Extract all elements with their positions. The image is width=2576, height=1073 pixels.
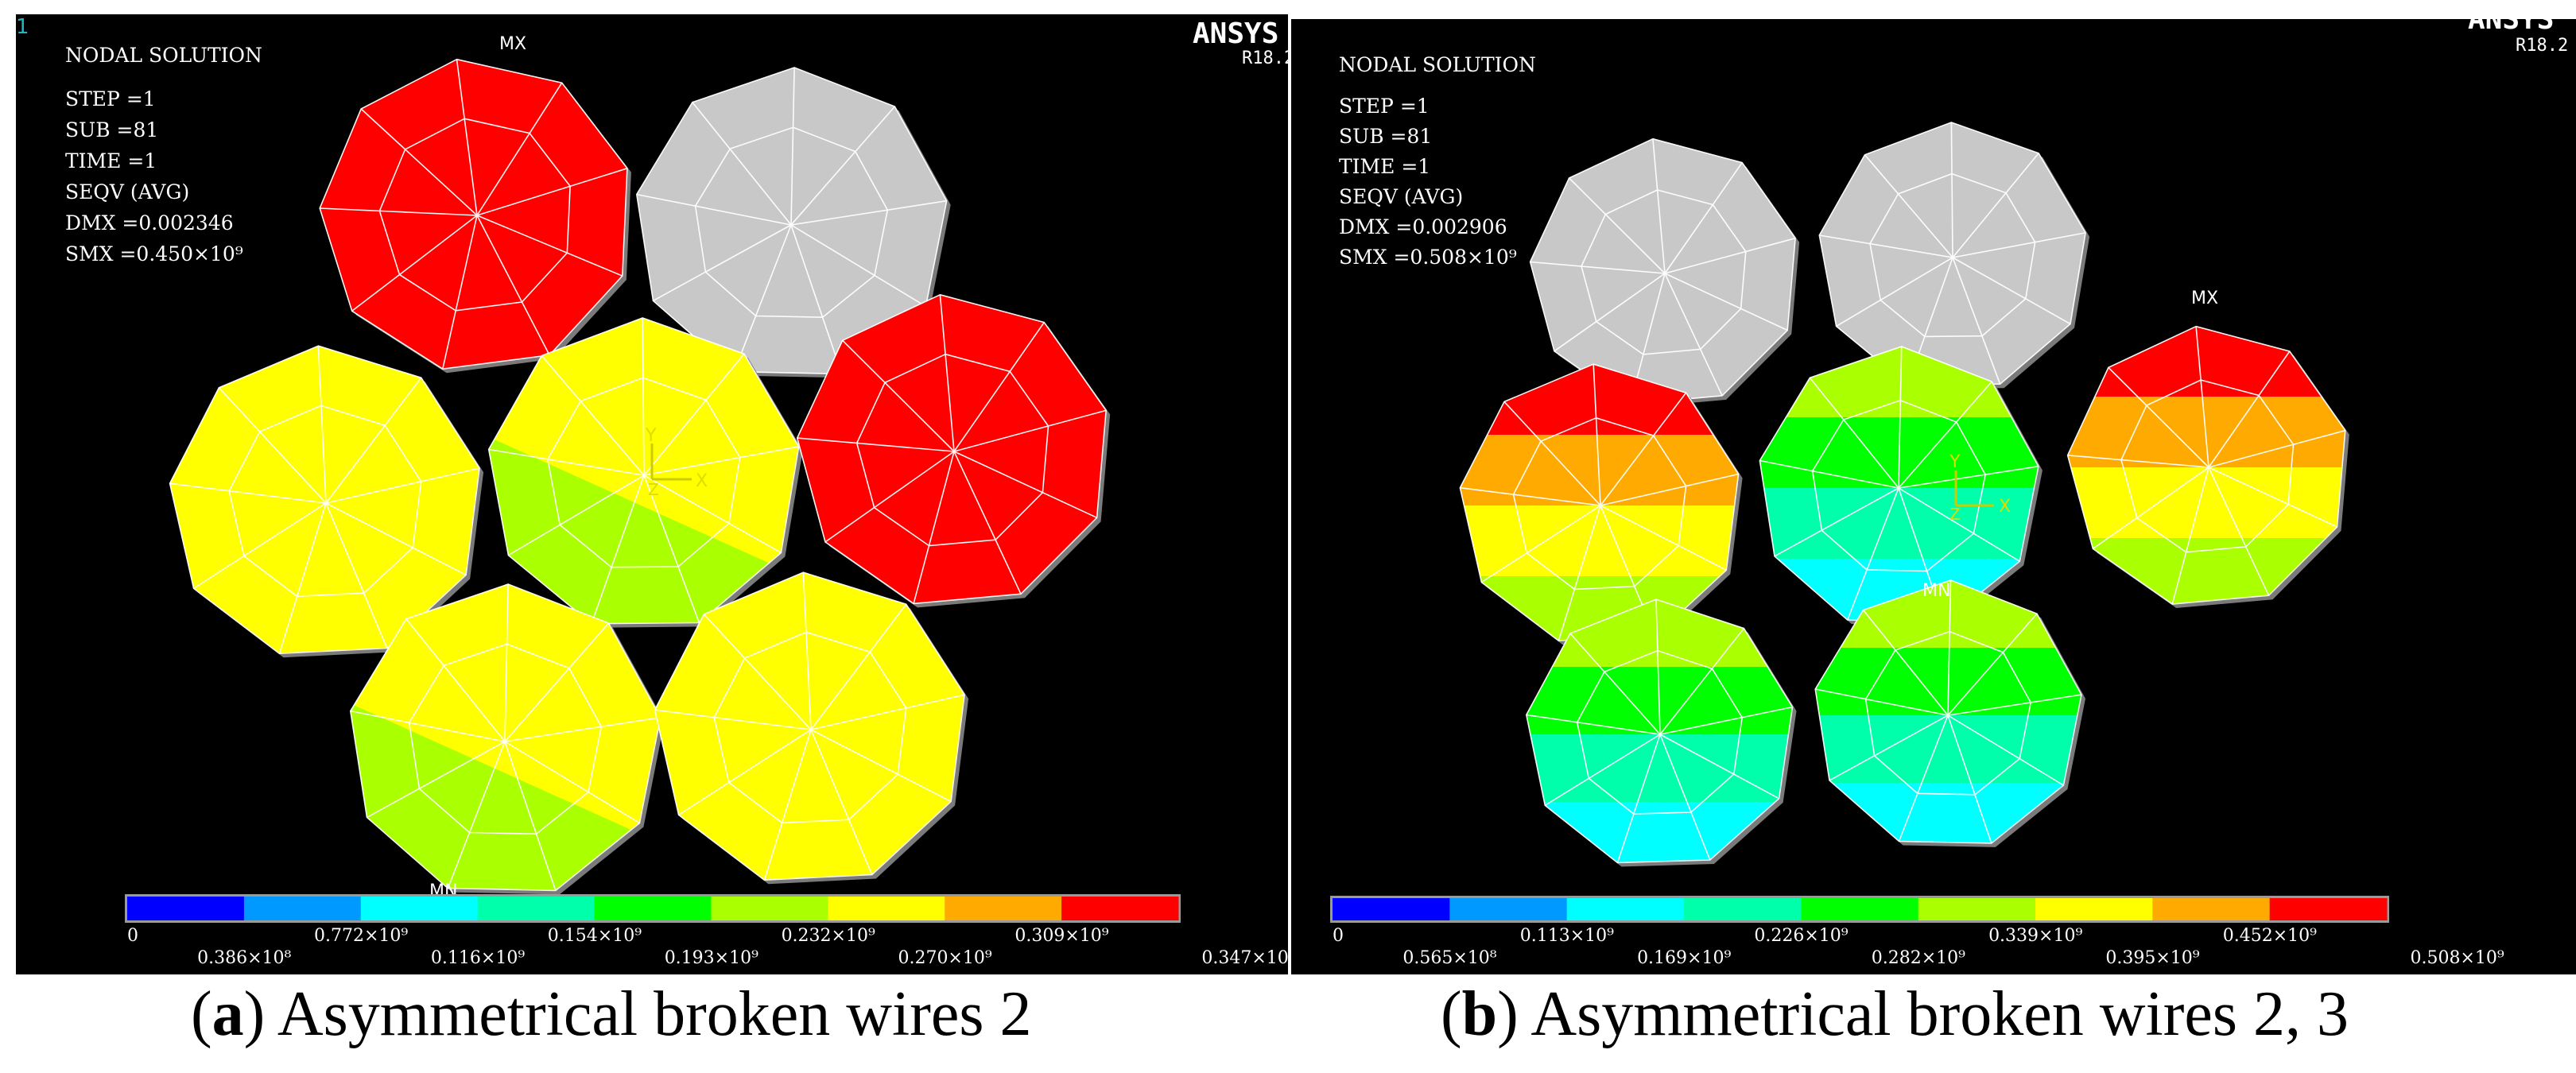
legend-label: 0.347×10⁹ (1201, 948, 1288, 968)
info-dmx: DMX =0.002346 (65, 211, 234, 234)
triad-z-label: Z (1949, 505, 1961, 524)
caption-b: (b) Asymmetrical broken wires 2, 3 (1441, 979, 2349, 1049)
legend-label: 0.395×10⁹ (2105, 948, 2199, 968)
caption-letter: a (211, 979, 244, 1049)
legend-label: 0.508×10⁹ (2410, 948, 2504, 968)
ansys-plot-b: ANSYS R18.2 NODAL SOLUTION STEP =1 SUB =… (1330, 19, 2568, 968)
legend-label: 0.226×10⁹ (1754, 926, 1848, 946)
contour-legend: 0 0.772×10⁹ 0.154×10⁹ 0.232×10⁹ 0.309×10⁹ 0.3… (125, 894, 1288, 968)
ansys-panel-b: ANSYS R18.2 NODAL SOLUTION STEP =1 SUB =… (1291, 19, 2576, 974)
ansys-version: R18.2 (1242, 48, 1288, 68)
wire-cross-section (1459, 122, 2349, 867)
wire-cross-section (169, 58, 1111, 895)
wire-center (1759, 346, 2043, 626)
info-step: STEP =1 (1339, 95, 1430, 118)
legend-label: 0.386×10⁸ (197, 948, 291, 968)
legend-label: 0.169×10⁹ (1637, 948, 1731, 968)
wire-top-left (1529, 138, 1800, 409)
legend-label: 0.452×10⁹ (2223, 926, 2317, 946)
info-smx: SMX =0.508×10⁹ (1339, 246, 1517, 269)
legend-label: 0.113×10⁹ (1520, 926, 1614, 946)
ansys-version: R18.2 (2516, 36, 2568, 56)
info-seqv: SEQV (AVG) (1339, 185, 1463, 208)
legend-label: 0.565×10⁸ (1402, 948, 1496, 968)
legend-label: 0.154×10⁹ (548, 926, 642, 946)
legend-label: 0.282×10⁹ (1872, 948, 1965, 968)
wire-center (487, 317, 803, 628)
legend-swatch (594, 897, 712, 920)
coordinate-triad: Y Z X (1949, 452, 2011, 524)
legend-swatch (1684, 898, 1802, 920)
legend-swatch (2152, 898, 2271, 920)
info-dmx: DMX =0.002906 (1339, 215, 1507, 238)
caption-a: (a) Asymmetrical broken wires 2 (191, 979, 1032, 1049)
legend-label: 0.232×10⁹ (782, 926, 875, 946)
triad-z-label: Z (648, 480, 659, 499)
legend-label: 0.193×10⁹ (665, 948, 758, 968)
info-seqv: SEQV (AVG) (65, 180, 189, 203)
caption-text: Asymmetrical broken wires 2, 3 (1518, 979, 2349, 1049)
info-smx: SMX =0.450×10⁹ (65, 242, 243, 265)
solution-info-block: NODAL SOLUTION STEP =1 SUB =81 TIME =1 S… (65, 44, 262, 265)
info-time: TIME =1 (65, 149, 157, 172)
legend-swatch (1566, 898, 1685, 920)
wire-top-right (635, 67, 951, 378)
ansys-logo: ANSYS (1193, 17, 1278, 50)
wire-middle-left (169, 345, 484, 658)
legend-swatch (1061, 897, 1179, 920)
info-step: STEP =1 (65, 87, 156, 110)
info-sub: SUB =81 (1339, 125, 1432, 148)
triad-y-label: Y (645, 426, 657, 446)
legend-swatch (828, 897, 945, 920)
window-number: 1 (16, 15, 29, 39)
legend-swatch (1333, 898, 1450, 920)
info-time: TIME =1 (1339, 155, 1430, 178)
wire-top-right (1818, 122, 2090, 389)
contour-legend: 0 0.113×10⁹ 0.226×10⁹ 0.339×10⁹ 0.452×10⁹ 0.5… (1330, 896, 2504, 968)
ansys-logo: ANSYS (2468, 19, 2554, 36)
solution-info-block: NODAL SOLUTION STEP =1 SUB =81 TIME =1 S… (1339, 53, 1536, 269)
legend-swatch (2269, 898, 2388, 920)
wire-middle-left (1459, 363, 1743, 645)
wire-bottom-left (349, 583, 665, 895)
coordinate-triad: Y Z X (645, 426, 708, 499)
min-marker: MN (1922, 581, 1950, 601)
info-title: NODAL SOLUTION (65, 44, 262, 67)
wire-bottom-right (1814, 579, 2085, 847)
legend-swatch (2035, 898, 2153, 920)
legend-swatch (1918, 898, 2036, 920)
triad-x-label: X (696, 471, 708, 491)
max-marker: MX (2191, 289, 2218, 308)
legend-label: 0.772×10⁹ (314, 926, 408, 946)
legend-swatch (711, 897, 828, 920)
info-sub: SUB =81 (65, 118, 158, 141)
wire-middle-right (796, 293, 1111, 608)
legend-label: 0.116×10⁹ (431, 948, 525, 968)
ansys-panel-a: 1 ANSYS R18.2 NODAL SOLUTION STEP =1 SUB… (16, 14, 1288, 974)
legend-label: 0.270×10⁹ (898, 948, 991, 968)
legend-label: 0 (127, 926, 138, 946)
triad-x-label: X (1999, 497, 2011, 517)
legend-swatch (360, 897, 479, 920)
caption-letter: b (1461, 979, 1498, 1049)
legend-swatch (945, 897, 1062, 920)
ansys-plot-a: 1 ANSYS R18.2 NODAL SOLUTION STEP =1 SUB… (16, 15, 1288, 968)
max-marker: MX (499, 34, 526, 54)
legend-swatch (1801, 898, 1919, 920)
triad-y-label: Y (1949, 452, 1961, 472)
wire-bottom-right (654, 571, 969, 885)
legend-label: 0.339×10⁹ (1988, 926, 2082, 946)
info-title: NODAL SOLUTION (1339, 53, 1536, 76)
legend-swatch (127, 897, 245, 920)
wire-middle-right (2066, 325, 2349, 608)
legend-swatch (243, 897, 362, 920)
legend-swatch (1449, 898, 1568, 920)
legend-label: 0 (1333, 926, 1344, 946)
caption-text: Asymmetrical broken wires 2 (265, 979, 1032, 1049)
legend-swatch (477, 897, 596, 920)
legend-label: 0.309×10⁹ (1014, 926, 1108, 946)
